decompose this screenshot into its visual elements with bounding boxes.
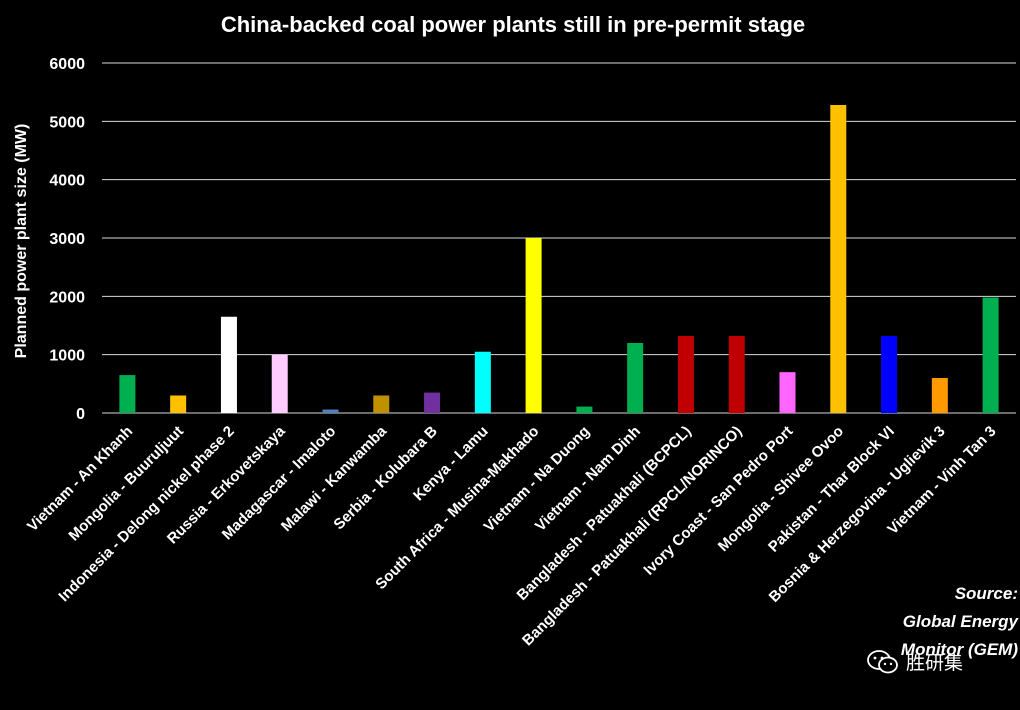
bar-1 bbox=[119, 375, 136, 413]
bar-4 bbox=[271, 354, 288, 413]
y-tick-label: 0 bbox=[76, 406, 85, 423]
wechat-icon bbox=[867, 649, 898, 673]
chart-title: China-backed coal power plants still in … bbox=[221, 12, 805, 37]
bar-8 bbox=[474, 351, 491, 413]
bar-13 bbox=[728, 336, 745, 413]
bar-12 bbox=[677, 336, 694, 413]
source-line-1: Source: bbox=[954, 584, 1018, 603]
bars bbox=[119, 105, 999, 413]
source-line-2: Global Energy bbox=[902, 612, 1018, 631]
y-tick-label: 3000 bbox=[49, 231, 85, 248]
source-line-3: Monitor (GEM) bbox=[900, 640, 1018, 659]
y-tick-label: 5000 bbox=[49, 114, 85, 131]
gridlines bbox=[102, 62, 1016, 414]
y-axis-ticks: 0 1000 2000 3000 4000 5000 6000 bbox=[49, 56, 85, 423]
y-tick-label: 2000 bbox=[49, 289, 85, 306]
bar-6 bbox=[373, 395, 390, 413]
bar-9 bbox=[525, 238, 542, 413]
bar-17 bbox=[931, 378, 948, 413]
bar-11 bbox=[627, 343, 644, 413]
bar-3 bbox=[220, 316, 237, 413]
bar-14 bbox=[779, 372, 796, 413]
bar-5 bbox=[322, 409, 339, 413]
bar-16 bbox=[881, 336, 898, 413]
watermark: 胜研集 bbox=[866, 648, 963, 675]
source-note: Source: Global Energy Monitor (GEM) bbox=[901, 580, 1018, 664]
y-tick-label: 6000 bbox=[49, 56, 85, 73]
bar-18 bbox=[982, 297, 999, 413]
bar-15 bbox=[830, 105, 847, 413]
y-tick-label: 1000 bbox=[49, 348, 85, 365]
bar-10 bbox=[576, 406, 593, 413]
bar-2 bbox=[170, 395, 187, 413]
bar-7 bbox=[424, 392, 441, 413]
y-axis-label: Planned power plant size (MW) bbox=[13, 124, 30, 359]
y-tick-label: 4000 bbox=[49, 173, 85, 190]
watermark-text: 胜研集 bbox=[906, 653, 964, 674]
